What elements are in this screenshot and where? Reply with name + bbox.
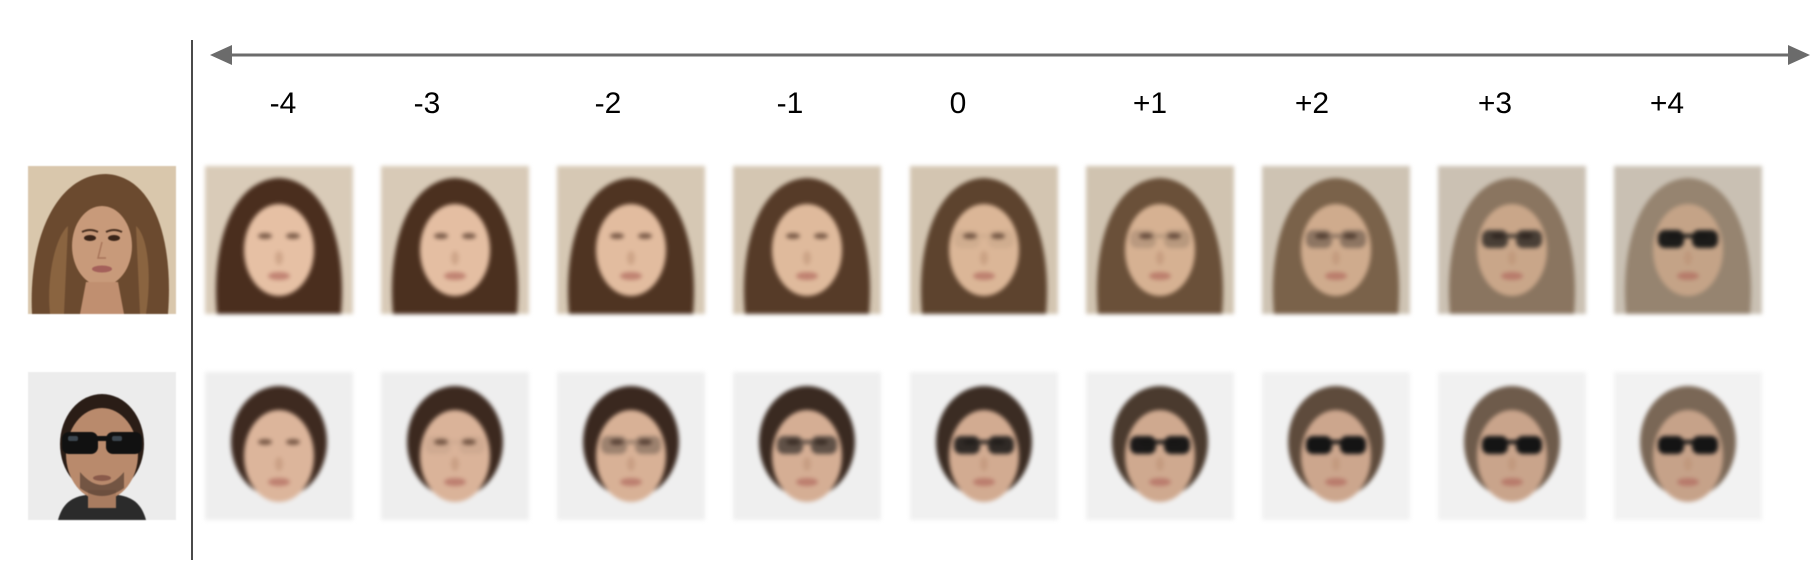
generated-face — [381, 372, 529, 520]
generated-face — [910, 166, 1058, 314]
scale-label: +1 — [1132, 87, 1168, 120]
generated-face — [557, 166, 705, 314]
source-photo-woman — [28, 166, 176, 314]
generated-face — [1614, 166, 1762, 314]
generated-face — [1086, 166, 1234, 314]
generated-face — [910, 372, 1058, 520]
scale-label: -4 — [269, 87, 297, 120]
scale-label: +4 — [1649, 87, 1685, 120]
arrow-head-right — [1788, 45, 1810, 65]
generated-face — [1438, 372, 1586, 520]
arrow-head-left — [210, 45, 232, 65]
generated-face — [1262, 372, 1410, 520]
scale-label: -1 — [776, 87, 804, 120]
generated-face — [1262, 166, 1410, 314]
scale-label: +2 — [1294, 87, 1330, 120]
generated-face — [1438, 166, 1586, 314]
generated-face — [381, 166, 529, 314]
scale-label: -3 — [413, 87, 441, 120]
generated-face — [733, 166, 881, 314]
generated-face — [205, 372, 353, 520]
scale-label: +3 — [1477, 87, 1513, 120]
source-photo-man — [28, 372, 176, 520]
generated-face — [1086, 372, 1234, 520]
generated-face — [1614, 372, 1762, 520]
separator-line — [191, 40, 193, 560]
scale-label: -2 — [594, 87, 622, 120]
double-headed-arrow — [210, 45, 1810, 65]
generated-face — [557, 372, 705, 520]
generated-face — [733, 372, 881, 520]
generated-face — [205, 166, 353, 314]
scale-label: 0 — [949, 87, 967, 120]
